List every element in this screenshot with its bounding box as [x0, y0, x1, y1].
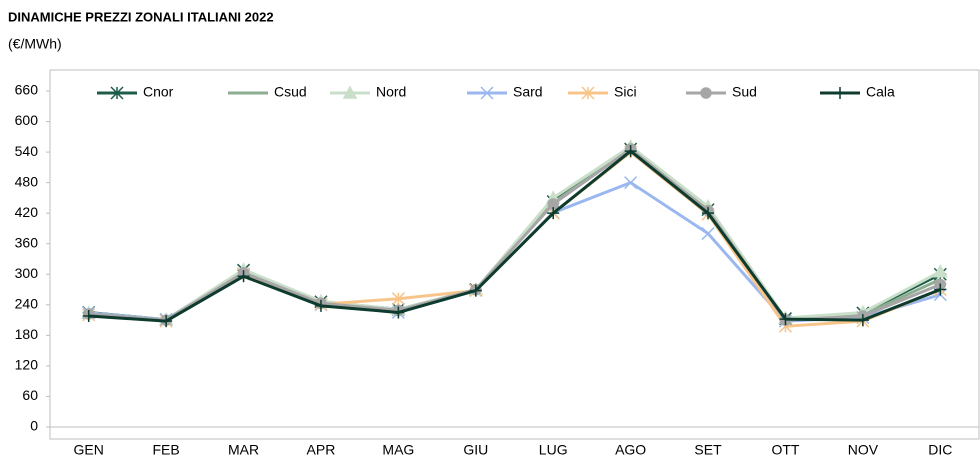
line — [88, 147, 941, 322]
x-tick-label: NOV — [848, 442, 879, 458]
marker — [110, 86, 124, 100]
legend-label: Sard — [513, 84, 543, 100]
marker — [82, 310, 95, 323]
marker — [779, 313, 792, 326]
series — [82, 142, 947, 327]
plot-frame — [49, 69, 980, 440]
marker — [547, 207, 560, 220]
line — [88, 149, 941, 323]
x-tick-label: LUG — [539, 442, 568, 458]
y-tick-label: 360 — [15, 234, 39, 250]
series — [82, 145, 947, 328]
marker — [342, 85, 358, 99]
x-tick-label: APR — [307, 442, 336, 458]
x-tick-label: FEB — [153, 442, 180, 458]
line — [88, 147, 941, 322]
y-tick-label: 660 — [15, 82, 39, 98]
marker — [834, 87, 846, 99]
marker — [581, 86, 595, 100]
marker — [392, 306, 405, 319]
legend-label: Sici — [614, 84, 637, 100]
x-tick-label: GIU — [463, 442, 488, 458]
series — [88, 147, 941, 322]
y-tick-label: 600 — [15, 112, 39, 128]
line — [88, 144, 941, 322]
y-tick-label: 480 — [15, 173, 39, 189]
marker — [934, 283, 947, 296]
marker — [624, 176, 638, 190]
chart-title: DINAMICHE PREZZI ZONALI ITALIANI 2022 — [8, 9, 274, 24]
marker — [700, 87, 712, 99]
x-tick-label: SET — [694, 442, 722, 458]
marker — [391, 292, 405, 306]
marker — [314, 299, 327, 312]
y-tick-label: 120 — [15, 357, 39, 373]
line — [88, 147, 941, 322]
marker — [702, 207, 715, 220]
legend-item: Sard — [467, 84, 543, 100]
legend-label: Nord — [376, 84, 406, 100]
line — [88, 150, 941, 328]
legend-item: Sud — [686, 84, 757, 100]
y-tick-label: 240 — [15, 296, 39, 312]
x-tick-label: MAR — [228, 442, 259, 458]
marker — [469, 284, 482, 297]
y-tick-label: 180 — [15, 326, 39, 342]
y-tick-label: 60 — [22, 387, 38, 403]
legend-item: Cnor — [97, 84, 174, 100]
y-tick-label: 0 — [30, 418, 38, 434]
legend-label: Sud — [732, 84, 757, 100]
marker — [856, 314, 869, 327]
y-tick-label: 420 — [15, 204, 39, 220]
series — [82, 145, 947, 333]
legend-label: Cala — [866, 84, 895, 100]
marker — [237, 270, 250, 283]
series — [81, 138, 948, 326]
marker — [624, 145, 637, 158]
x-tick-label: OTT — [771, 442, 799, 458]
chart-subtitle: (€/MWh) — [8, 36, 62, 52]
x-tick-label: GEN — [74, 442, 104, 458]
x-tick-label: AGO — [615, 442, 646, 458]
legend-item: Cala — [820, 84, 895, 100]
marker — [701, 227, 715, 241]
marker — [480, 86, 494, 100]
y-tick-label: 540 — [15, 143, 39, 159]
y-tick-label: 300 — [15, 265, 39, 281]
marker — [160, 315, 173, 328]
legend-item: Sici — [568, 84, 637, 100]
series — [82, 143, 947, 326]
x-tick-label: MAG — [382, 442, 414, 458]
legend-item: Csud — [228, 84, 307, 100]
marker — [933, 264, 948, 278]
legend-label: Cnor — [143, 84, 174, 100]
x-tick-label: DIC — [928, 442, 952, 458]
legend-item: Nord — [330, 84, 406, 100]
legend-label: Csud — [274, 84, 307, 100]
